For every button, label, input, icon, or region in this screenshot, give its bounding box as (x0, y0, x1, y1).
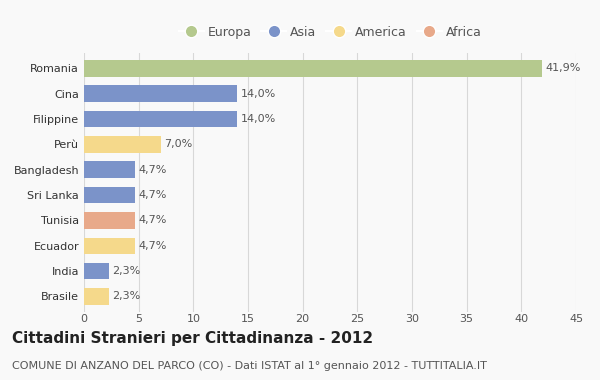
Text: 4,7%: 4,7% (139, 215, 167, 225)
Bar (84, 111, 237, 127)
Text: 14,0%: 14,0% (241, 114, 275, 124)
Bar (84, 238, 136, 254)
Text: 14,0%: 14,0% (241, 89, 275, 99)
Text: 2,3%: 2,3% (112, 291, 140, 301)
Text: 4,7%: 4,7% (139, 241, 167, 251)
Text: 41,9%: 41,9% (545, 63, 581, 73)
Bar (84, 86, 237, 102)
Bar (84, 162, 136, 178)
Bar (84, 187, 136, 203)
Text: 4,7%: 4,7% (139, 190, 167, 200)
Text: 7,0%: 7,0% (164, 139, 192, 149)
Bar (84, 136, 161, 153)
Bar (84, 60, 542, 77)
Bar (84, 288, 109, 305)
Text: 2,3%: 2,3% (112, 266, 140, 276)
Legend: Europa, Asia, America, Africa: Europa, Asia, America, Africa (179, 26, 481, 39)
Bar (84, 212, 136, 229)
Text: COMUNE DI ANZANO DEL PARCO (CO) - Dati ISTAT al 1° gennaio 2012 - TUTTITALIA.IT: COMUNE DI ANZANO DEL PARCO (CO) - Dati I… (12, 361, 487, 371)
Text: Cittadini Stranieri per Cittadinanza - 2012: Cittadini Stranieri per Cittadinanza - 2… (12, 331, 373, 345)
Bar (84, 263, 109, 279)
Text: 4,7%: 4,7% (139, 165, 167, 175)
